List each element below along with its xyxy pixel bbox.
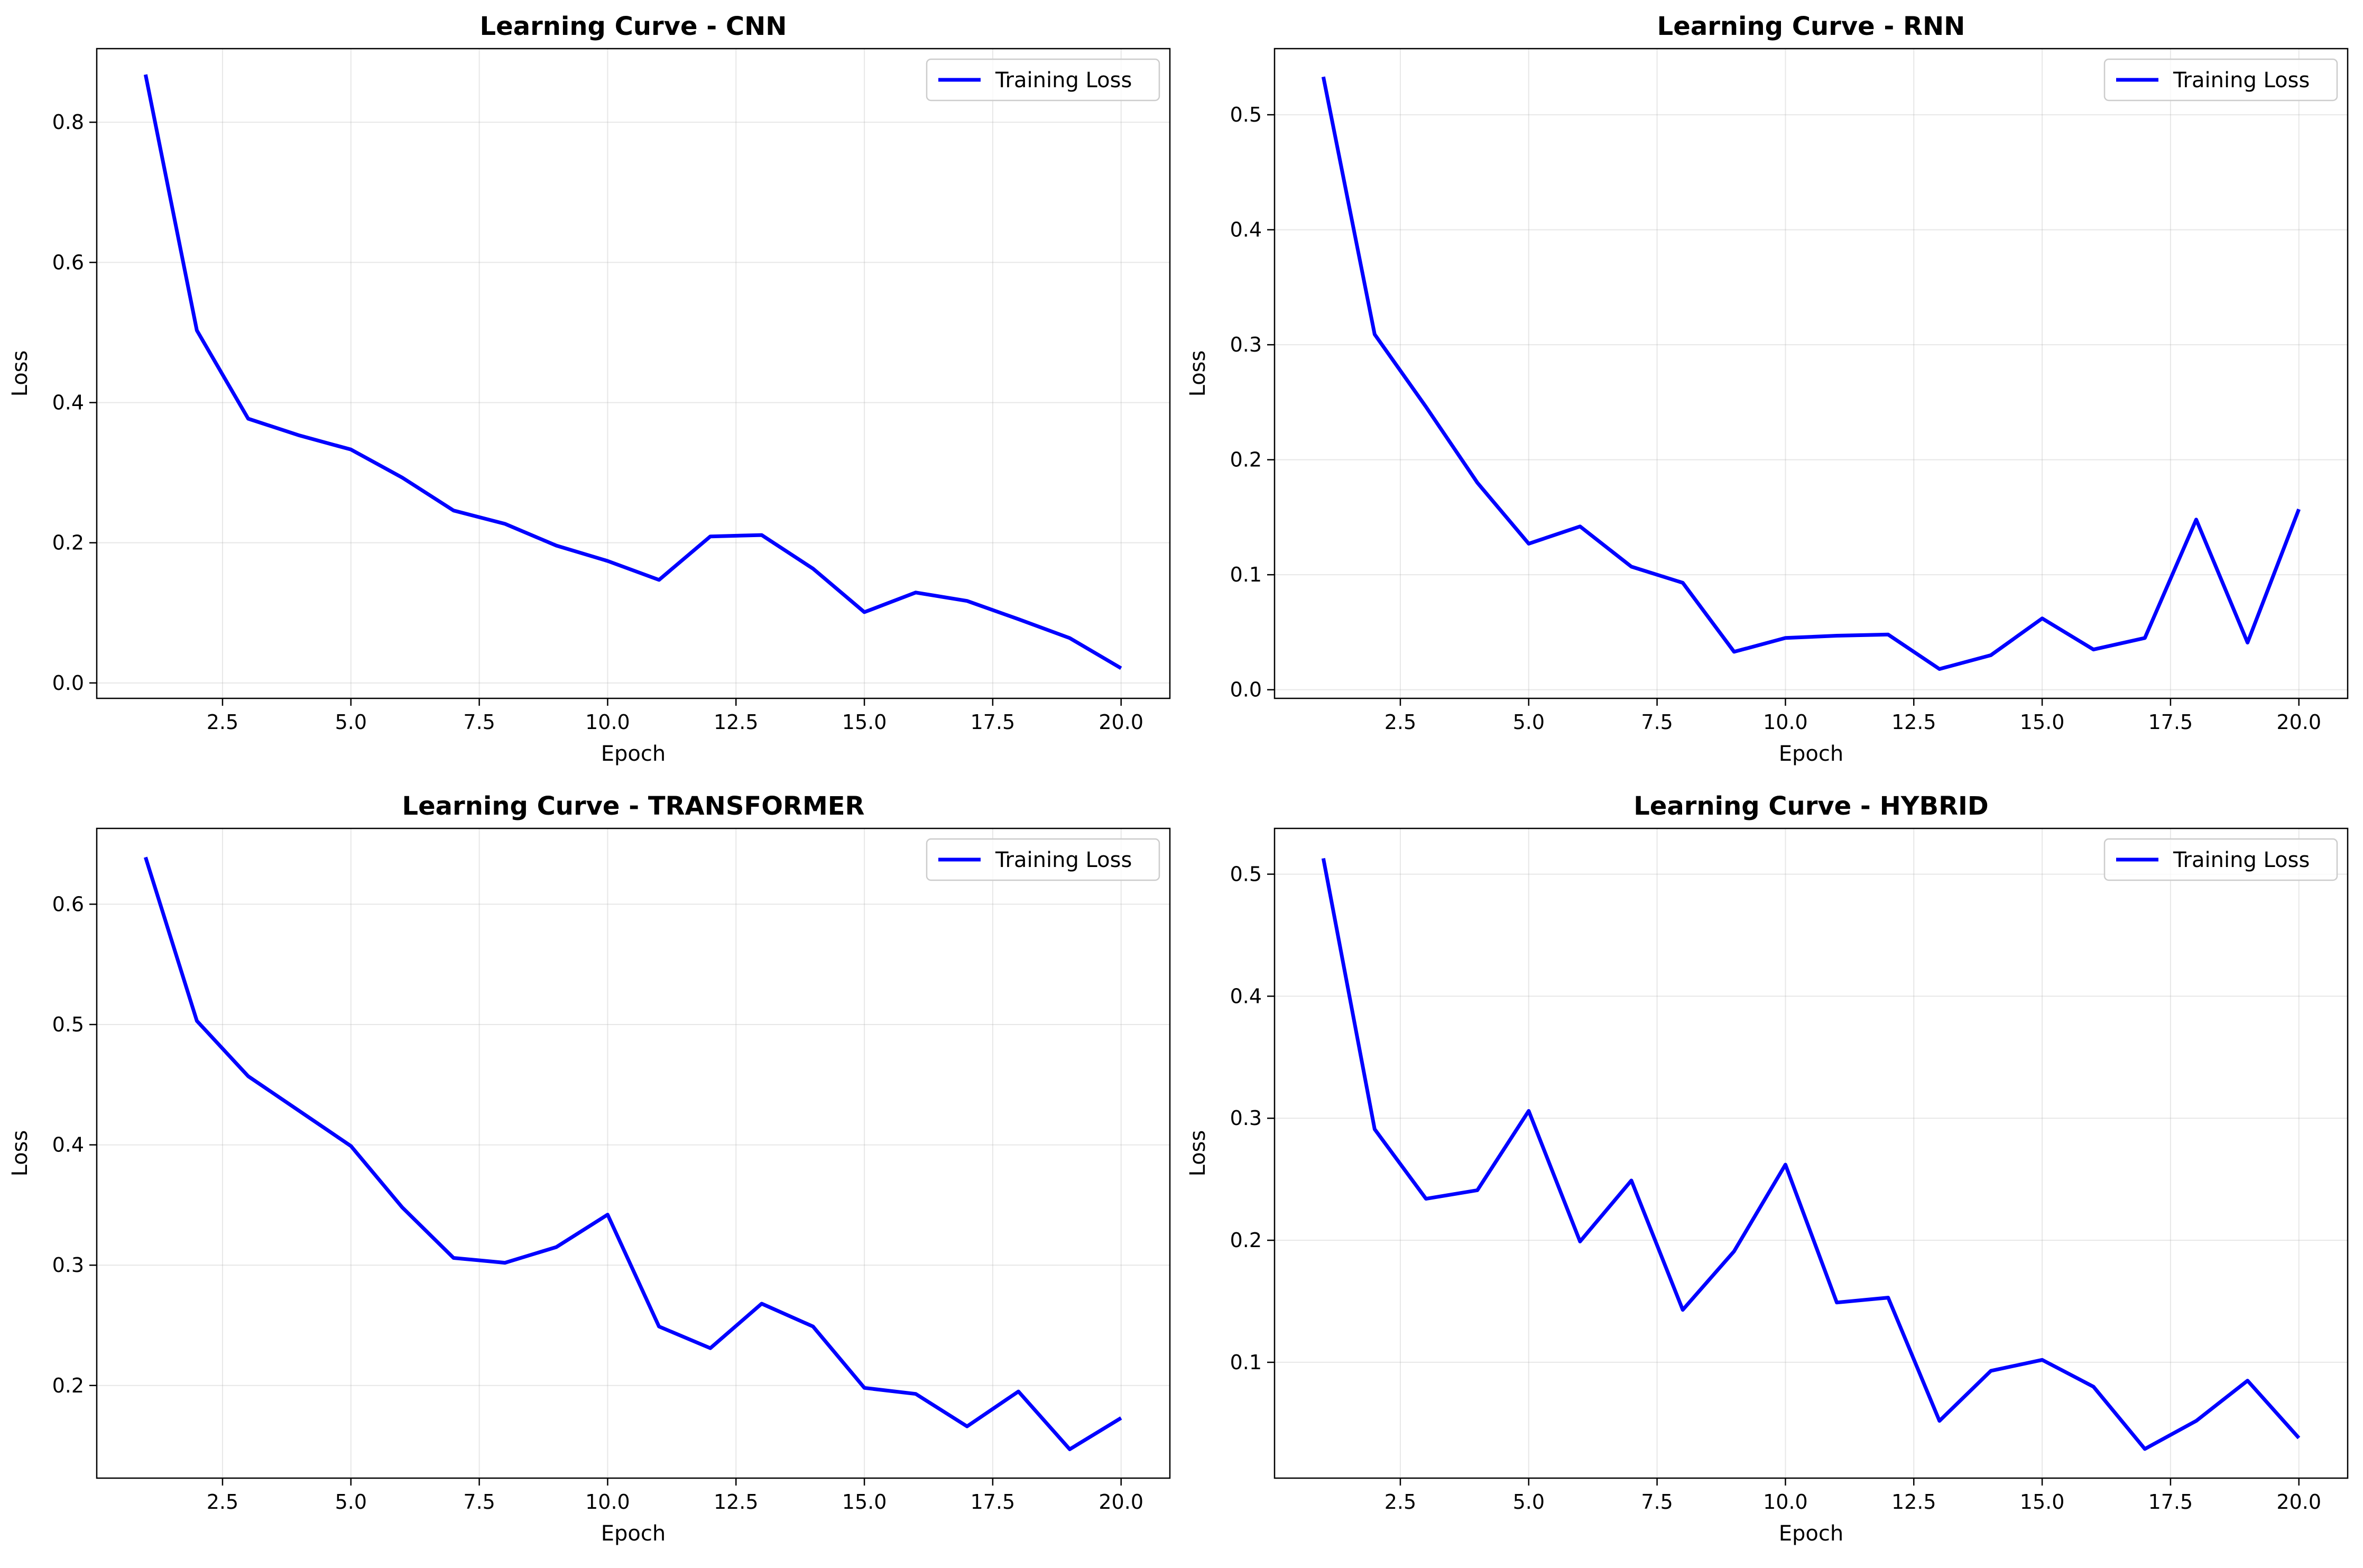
y-tick-label: 0.5 bbox=[52, 1013, 84, 1036]
y-tick-label: 0.1 bbox=[1230, 563, 1262, 586]
x-tick-label: 2.5 bbox=[207, 1490, 238, 1514]
plot-area bbox=[97, 828, 1170, 1478]
x-tick-label: 10.0 bbox=[585, 1490, 630, 1514]
legend: Training Loss bbox=[926, 838, 1160, 881]
legend-box bbox=[2103, 838, 2338, 881]
y-tick-label: 0.2 bbox=[1230, 448, 1262, 472]
x-tick-label: 15.0 bbox=[842, 711, 887, 734]
legend-label: Training Loss bbox=[995, 68, 1132, 93]
x-tick-label: 2.5 bbox=[1384, 1490, 1416, 1514]
chart-title: Learning Curve - RNN bbox=[1657, 12, 1965, 41]
x-axis-label: Epoch bbox=[601, 742, 666, 766]
plot-frame bbox=[96, 827, 1171, 1479]
series-line-training-loss bbox=[143, 74, 1122, 670]
y-tick-label: 0.0 bbox=[52, 671, 84, 695]
y-tick-label: 0.0 bbox=[1230, 678, 1262, 702]
x-axis-label: Epoch bbox=[1779, 1521, 1843, 1546]
x-tick-label: 7.5 bbox=[463, 1490, 495, 1514]
x-tick-label: 10.0 bbox=[1763, 1490, 1808, 1514]
chart-title: Learning Curve - TRANSFORMER bbox=[402, 791, 865, 821]
x-tick-label: 7.5 bbox=[1641, 1490, 1673, 1514]
x-tick-label: 17.5 bbox=[2148, 1490, 2193, 1514]
legend-label: Training Loss bbox=[2173, 68, 2310, 93]
plot-frame bbox=[96, 48, 1171, 699]
x-tick-label: 5.0 bbox=[335, 1490, 367, 1514]
x-axis-label: Epoch bbox=[1779, 742, 1843, 766]
plot-area bbox=[1275, 49, 2348, 698]
y-tick-label: 0.3 bbox=[1230, 333, 1262, 356]
y-tick-label: 0.5 bbox=[1230, 863, 1262, 886]
legend-label: Training Loss bbox=[2173, 848, 2310, 872]
x-tick-label: 20.0 bbox=[1099, 1490, 1143, 1514]
legend-label: Training Loss bbox=[995, 848, 1132, 872]
y-axis-label: Loss bbox=[8, 1130, 32, 1177]
y-tick-label: 0.4 bbox=[52, 391, 84, 414]
chart-hybrid: 2.5 5.0 7.5 10.0 12.5 15.0 17.5 20.0 0.1 0.2 0.3 0.… bbox=[1186, 791, 2349, 1546]
legend: Training Loss bbox=[926, 58, 1160, 102]
plot-frame bbox=[1273, 827, 2349, 1479]
x-tick-label: 15.0 bbox=[2020, 711, 2065, 734]
y-tick-label: 0.2 bbox=[52, 531, 84, 555]
x-tick-label: 2.5 bbox=[1384, 711, 1416, 734]
x-tick-label: 12.5 bbox=[714, 1490, 759, 1514]
x-tick-label: 20.0 bbox=[2276, 1490, 2321, 1514]
x-tick-label: 12.5 bbox=[1891, 1490, 1936, 1514]
x-tick-label: 17.5 bbox=[971, 711, 1016, 734]
legend: Training Loss bbox=[2103, 838, 2338, 881]
y-tick-label: 0.5 bbox=[1230, 103, 1262, 126]
y-tick-label: 0.6 bbox=[52, 251, 84, 274]
legend-box bbox=[2103, 58, 2338, 102]
legend-box bbox=[926, 838, 1160, 881]
y-tick-label: 0.2 bbox=[52, 1374, 84, 1397]
chart-title: Learning Curve - CNN bbox=[480, 12, 787, 41]
x-tick-label: 20.0 bbox=[1099, 711, 1143, 734]
x-tick-label: 5.0 bbox=[1513, 711, 1545, 734]
y-tick-label: 0.4 bbox=[1230, 218, 1262, 242]
chart-title: Learning Curve - HYBRID bbox=[1633, 791, 1989, 821]
y-tick-label: 0.4 bbox=[1230, 984, 1262, 1008]
x-tick-label: 12.5 bbox=[714, 711, 759, 734]
x-tick-label: 5.0 bbox=[1513, 1490, 1545, 1514]
x-tick-label: 15.0 bbox=[842, 1490, 887, 1514]
series-line-training-loss bbox=[143, 856, 1122, 1451]
y-tick-label: 0.3 bbox=[1230, 1106, 1262, 1130]
y-tick-label: 0.3 bbox=[52, 1253, 84, 1277]
chart-transformer: 2.5 5.0 7.5 10.0 12.5 15.0 17.5 20.0 0.2 0.3 0.4 0.… bbox=[8, 791, 1171, 1546]
legend: Training Loss bbox=[2103, 58, 2338, 102]
y-tick-label: 0.6 bbox=[52, 892, 84, 916]
y-tick-label: 0.1 bbox=[1230, 1351, 1262, 1374]
x-tick-label: 17.5 bbox=[2148, 711, 2193, 734]
legend-box bbox=[926, 58, 1160, 102]
y-tick-label: 0.8 bbox=[52, 110, 84, 134]
series-line-training-loss bbox=[1321, 857, 2301, 1451]
chart-rnn: 2.5 5.0 7.5 10.0 12.5 15.0 17.5 20.0 0.0 0.1 0.2 0.… bbox=[1186, 12, 2349, 766]
x-tick-label: 2.5 bbox=[207, 711, 238, 734]
y-axis-label: Loss bbox=[8, 351, 32, 397]
x-tick-label: 7.5 bbox=[1641, 711, 1673, 734]
x-tick-label: 10.0 bbox=[1763, 711, 1808, 734]
y-axis-label: Loss bbox=[1186, 1130, 1210, 1177]
y-tick-label: 0.2 bbox=[1230, 1229, 1262, 1252]
series-line-training-loss bbox=[1321, 76, 2301, 671]
x-tick-label: 12.5 bbox=[1891, 711, 1936, 734]
plot-area bbox=[1275, 828, 2348, 1478]
plot-area bbox=[97, 49, 1170, 698]
x-tick-label: 17.5 bbox=[971, 1490, 1016, 1514]
y-axis-label: Loss bbox=[1186, 351, 1210, 397]
x-tick-label: 5.0 bbox=[335, 711, 367, 734]
x-tick-label: 10.0 bbox=[585, 711, 630, 734]
x-axis-label: Epoch bbox=[601, 1521, 666, 1546]
plot-frame bbox=[1273, 48, 2349, 699]
y-tick-label: 0.4 bbox=[52, 1133, 84, 1157]
x-tick-label: 20.0 bbox=[2276, 711, 2321, 734]
chart-cnn: 2.5 5.0 7.5 10.0 12.5 15.0 17.5 20.0 0.0 0.2 0.4 0.… bbox=[8, 12, 1171, 766]
x-tick-label: 15.0 bbox=[2020, 1490, 2065, 1514]
x-tick-label: 7.5 bbox=[463, 711, 495, 734]
